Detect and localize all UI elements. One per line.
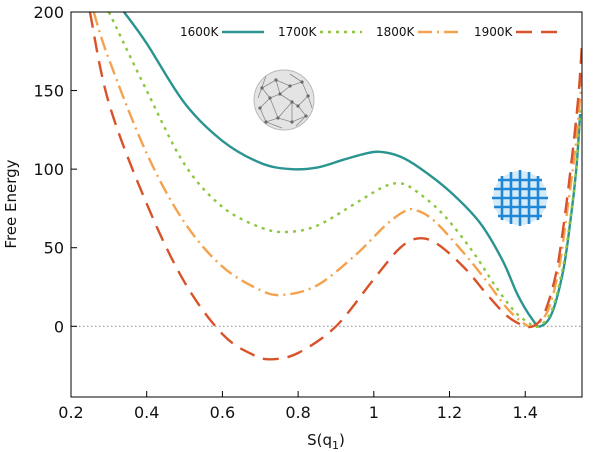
x-axis-label-subscript: 1 [332,439,339,452]
x-axis-label: S(q1) [307,431,345,452]
y-axis-label: Free Energy [2,159,20,248]
crystalline-cluster-image [492,170,548,226]
y-axis-ticks: 0 50 100 150 200 [33,3,77,336]
y-tick-label: 0 [54,317,64,336]
legend-label-1900k: 1900K [474,25,514,39]
y-tick-label: 100 [33,160,64,179]
series-line-1600k [123,12,582,328]
legend-label-1800k: 1800K [376,25,416,39]
y-tick-label: 150 [33,82,64,101]
series-layer [88,12,582,361]
y-tick-label: 50 [44,239,64,258]
x-tick-label: 0.8 [285,403,310,422]
series-line-1700k [107,12,582,329]
legend-label-1600k: 1600K [180,25,220,39]
series-line-1900k [88,12,582,361]
x-tick-label: 1.4 [512,403,537,422]
plot-frame [70,11,583,398]
x-tick-label: 1.2 [437,403,462,422]
series-line-1800k [92,12,582,328]
x-tick-label: 0.6 [210,403,235,422]
x-tick-label: 1 [369,403,379,422]
x-tick-label: 0.2 [58,403,83,422]
amorphous-cluster-image [253,69,315,131]
legend-label-1700k: 1700K [278,25,318,39]
y-tick-label: 200 [33,3,64,22]
legend: 1600K 1700K 1800K 1900K [180,25,558,39]
x-tick-label: 0.4 [134,403,159,422]
x-axis-ticks: 0.2 0.4 0.6 0.8 1 1.2 1.4 [58,391,538,422]
